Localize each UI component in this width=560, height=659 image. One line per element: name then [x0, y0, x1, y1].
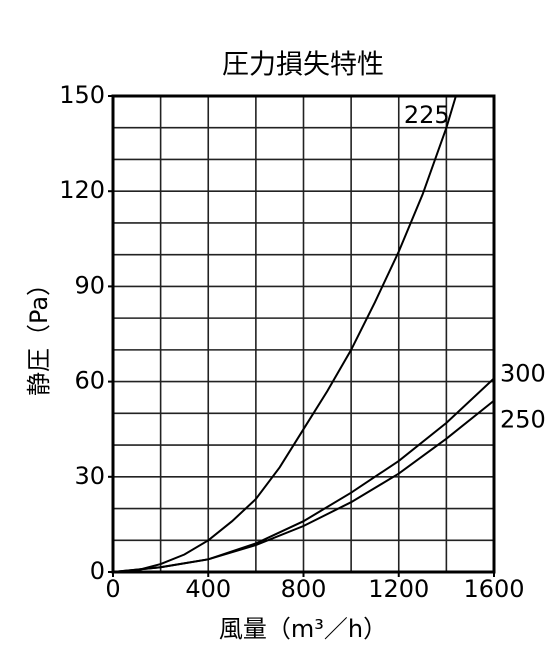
series-label: 300: [500, 359, 546, 387]
curve: [112, 95, 457, 573]
y-tick-label: 120: [59, 176, 105, 204]
x-tick-label: 800: [281, 575, 327, 603]
y-axis-label: 静圧（Pa）: [25, 272, 53, 396]
curve: [112, 399, 495, 573]
y-tick-label: 30: [74, 462, 105, 490]
x-tick-label: 0: [105, 575, 120, 603]
series-label: 250: [500, 406, 546, 434]
y-tick-label: 0: [90, 557, 105, 585]
x-tick-label: 400: [185, 575, 231, 603]
y-tick-label: 150: [59, 81, 105, 109]
series-label: 225: [404, 101, 450, 129]
chart-title: 圧力損失特性: [222, 50, 384, 81]
x-axis-label: 風量（m³／h）: [219, 615, 387, 643]
x-tick-label: 1600: [463, 575, 524, 603]
y-tick-label: 60: [74, 367, 105, 395]
y-tick-label: 90: [74, 271, 105, 299]
plot-frame: [111, 94, 496, 574]
x-tick-label: 1200: [368, 575, 429, 603]
